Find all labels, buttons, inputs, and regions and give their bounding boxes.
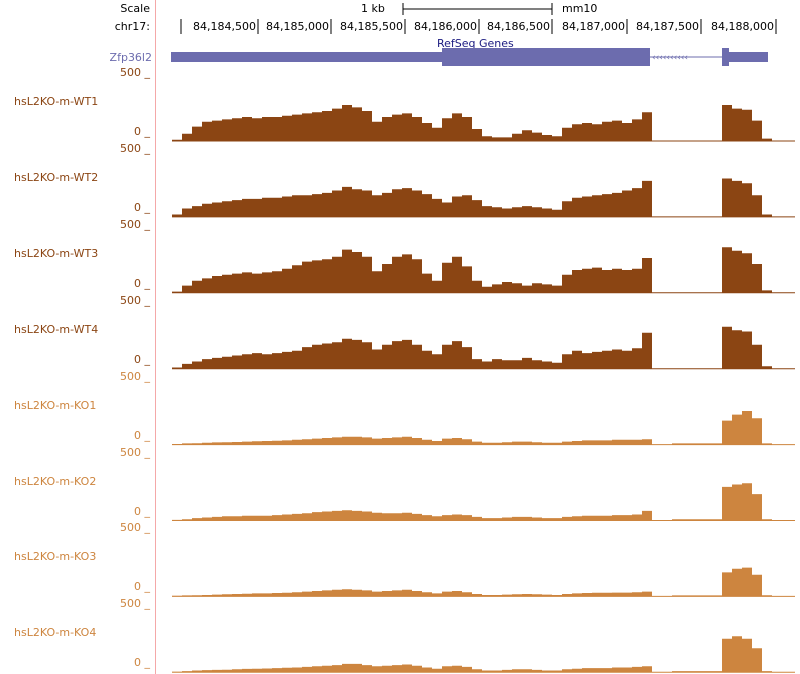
signal-track-hsL2KO-m-WT4[interactable] (172, 326, 795, 370)
ruler-tick-label: 84,187,000 (562, 20, 625, 33)
track-max-label: 500 _ (120, 445, 150, 459)
track-min-label: 0 _ (134, 125, 150, 138)
signal-area (172, 178, 772, 217)
track-min-label: 0 _ (134, 352, 150, 366)
label-area-divider[interactable] (155, 0, 156, 674)
track-name[interactable]: hsL2KO-m-KO2 (14, 474, 97, 488)
track-name[interactable]: hsL2KO-m-WT1 (14, 95, 99, 108)
ruler-tick-label: 84,184,500 (193, 20, 256, 33)
track-max-label: 500 _ (120, 293, 150, 307)
signal-area (172, 567, 772, 597)
scale-label: Scale (120, 2, 150, 15)
track-name[interactable]: hsL2KO-m-WT2 (14, 170, 99, 184)
track-min-label: 0 _ (134, 428, 150, 442)
track-max-label: 500 _ (120, 521, 150, 535)
signal-track-hsL2KO-m-KO2[interactable] (172, 483, 795, 521)
gene-exon-block[interactable] (442, 48, 650, 66)
track-max-label: 500 _ (120, 369, 150, 383)
ruler-tick-label: 84,186,500 (487, 20, 550, 33)
track-min-label: 0 _ (134, 656, 150, 670)
gene-track-title[interactable]: RefSeq Genes (437, 37, 514, 50)
scale-bar-label: 1 kb (361, 2, 385, 15)
signal-area (172, 105, 772, 141)
track-max-label: 500 _ (120, 597, 150, 611)
gene-utr-block-2[interactable] (728, 52, 768, 62)
track-min-label: 0 _ (134, 504, 150, 518)
track-max-label: 500 _ (120, 66, 150, 79)
chrom-label: chr17: (114, 20, 150, 33)
track-min-label: 0 _ (134, 200, 150, 214)
ruler-tick-label: 84,185,000 (266, 20, 329, 33)
gene-name-label[interactable]: Zfp36l2 (109, 51, 152, 64)
ruler-tick-label: 84,187,500 (636, 20, 699, 33)
signal-track-hsL2KO-m-WT1[interactable] (172, 105, 795, 142)
gene-exon-block-2[interactable] (722, 48, 729, 66)
signal-area (172, 247, 772, 293)
track-max-label: 500 _ (120, 217, 150, 231)
track-name[interactable]: hsL2KO-m-WT3 (14, 246, 99, 260)
track-max-label: 500 _ (120, 141, 150, 155)
track-name[interactable]: hsL2KO-m-WT4 (14, 322, 99, 336)
signal-track-hsL2KO-m-KO3[interactable] (172, 567, 795, 597)
signal-track-hsL2KO-m-KO4[interactable] (172, 636, 795, 673)
track-name[interactable]: hsL2KO-m-KO1 (14, 398, 97, 412)
signal-area (172, 483, 772, 521)
track-name[interactable]: hsL2KO-m-KO4 (14, 626, 97, 640)
signal-area (172, 636, 772, 673)
ruler-tick-label: 84,186,000 (414, 20, 477, 33)
track-min-label: 0 _ (134, 276, 150, 290)
signal-track-hsL2KO-m-WT2[interactable] (172, 178, 795, 218)
track-min-label: 0 _ (134, 580, 150, 594)
signal-track-hsL2KO-m-KO1[interactable] (172, 411, 795, 446)
gene-utr-block[interactable] (171, 52, 443, 62)
ruler-tick-label: 84,188,000 (711, 20, 774, 33)
signal-area (172, 326, 772, 369)
assembly-label: mm10 (562, 2, 598, 15)
gene-zfp36l2[interactable]: ‹‹‹‹‹‹‹‹‹‹ (171, 48, 768, 66)
signal-track-hsL2KO-m-WT3[interactable] (172, 247, 795, 294)
ruler-tick-label: 84,185,500 (340, 20, 403, 33)
strand-arrows-icon: ‹‹‹‹‹‹‹‹‹‹ (652, 53, 688, 63)
signal-area (172, 411, 772, 445)
track-name[interactable]: hsL2KO-m-KO3 (14, 550, 97, 564)
